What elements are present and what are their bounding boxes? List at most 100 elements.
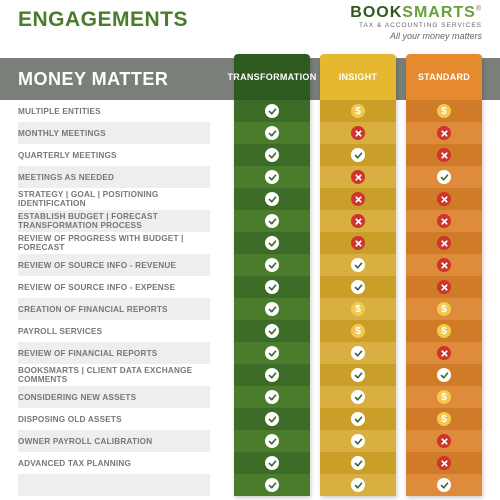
check-icon [265,346,279,360]
brand-sub: TAX & ACCOUNTING SERVICES [350,22,482,29]
feature-row [18,474,210,496]
plan-cell [320,386,396,408]
check-icon [437,478,451,492]
plan-cell [320,144,396,166]
check-icon [351,434,365,448]
check-icon [265,104,279,118]
cross-icon [437,434,451,448]
plan-cell: $ [320,320,396,342]
plan-cell [320,276,396,298]
brand-block: BOOKSMARTS® TAX & ACCOUNTING SERVICES Al… [350,4,482,41]
plan-cell [234,166,310,188]
plan-cell: $ [406,386,482,408]
feature-row: BOOKSMARTS | CLIENT DATA EXCHANGE COMMEN… [18,364,210,386]
cross-icon [351,236,365,250]
check-icon [437,170,451,184]
plan-cell [406,276,482,298]
plan-cell [234,100,310,122]
plan-cell [406,254,482,276]
plan-cell [234,254,310,276]
check-icon [265,214,279,228]
feature-row: OWNER PAYROLL CALIBRATION [18,430,210,452]
brand-tag: All your money matters [350,31,482,41]
plan-cell [234,342,310,364]
plan-cell [234,386,310,408]
feature-row: MONTHLY MEETINGS [18,122,210,144]
cross-icon [437,280,451,294]
check-icon [351,390,365,404]
plan-column-body: $ $ $ $ $ [406,100,482,496]
check-icon [265,126,279,140]
check-icon [351,478,365,492]
plan-cell [406,232,482,254]
plan-column-body: $ $ $ [320,100,396,496]
check-icon [265,324,279,338]
plan-cell [406,166,482,188]
check-icon [351,148,365,162]
check-icon [265,456,279,470]
plan-cell [234,210,310,232]
check-icon [265,412,279,426]
cross-icon [437,192,451,206]
plan-cell [320,408,396,430]
plan-cell [234,320,310,342]
check-icon [265,170,279,184]
check-icon [265,236,279,250]
check-icon [265,148,279,162]
plan-cell [406,430,482,452]
dollar-icon: $ [437,324,451,338]
plan-cell [234,452,310,474]
feature-row: MEETINGS AS NEEDED [18,166,210,188]
cross-icon [437,236,451,250]
dollar-icon: $ [437,302,451,316]
check-icon [265,368,279,382]
plan-cell [320,232,396,254]
dollar-icon: $ [351,104,365,118]
plan-cell [234,188,310,210]
plan-cell [320,342,396,364]
check-icon [265,192,279,206]
plan-cell [234,122,310,144]
plan-cell [406,188,482,210]
plan-cell: $ [320,298,396,320]
check-icon [351,346,365,360]
plan-cell [406,474,482,496]
plan-cell: $ [406,298,482,320]
plan-cell [320,452,396,474]
plan-cell: $ [406,320,482,342]
check-icon [351,412,365,426]
dollar-icon: $ [351,302,365,316]
feature-row: ESTABLISH BUDGET | FORECAST TRANSFORMATI… [18,210,210,232]
brand-logo: BOOKSMARTS® [350,4,482,22]
plan-cell [234,232,310,254]
page-title: ENGAGEMENTS [18,4,188,32]
plan-cell: $ [320,100,396,122]
plan-column-header: STANDARD [406,54,482,100]
plan-cell: $ [406,100,482,122]
comparison-table: TRANSFORMATIONINSIGHT$$$STANDARD$$$$$ MU… [0,100,500,496]
cross-icon [351,170,365,184]
plan-cell [320,430,396,452]
plan-cell [234,298,310,320]
cross-icon [437,346,451,360]
plan-column-body [234,100,310,496]
plan-cell [234,408,310,430]
cross-icon [437,456,451,470]
feature-row: CREATION OF FINANCIAL REPORTS [18,298,210,320]
column-group: TRANSFORMATIONINSIGHT$$$STANDARD$$$$$ [234,54,482,496]
plan-cell [406,342,482,364]
plan-cell [320,474,396,496]
check-icon [351,456,365,470]
plan-cell [406,210,482,232]
trademark-icon: ® [476,6,482,13]
check-icon [265,434,279,448]
plan-column: INSIGHT$$$ [320,54,396,496]
plan-cell [320,254,396,276]
check-icon [265,390,279,404]
dollar-icon: $ [437,412,451,426]
header: ENGAGEMENTS BOOKSMARTS® TAX & ACCOUNTING… [0,0,500,58]
check-icon [351,258,365,272]
dollar-icon: $ [351,324,365,338]
feature-row: REVIEW OF SOURCE INFO - REVENUE [18,254,210,276]
check-icon [351,280,365,294]
